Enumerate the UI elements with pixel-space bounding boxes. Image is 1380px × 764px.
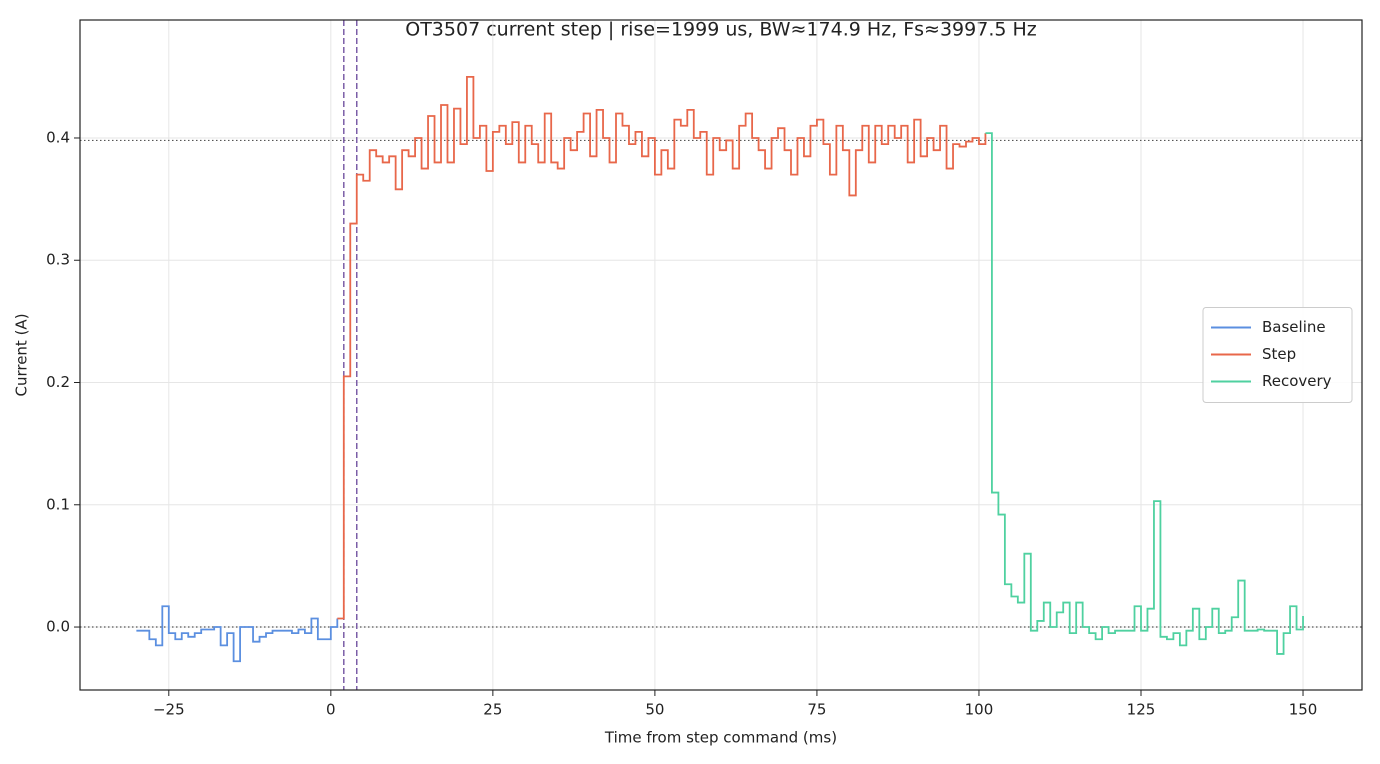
legend-label: Recovery	[1262, 372, 1332, 390]
legend-label: Step	[1262, 345, 1296, 363]
y-tick-label: 0.3	[46, 251, 70, 269]
chart-title: OT3507 current step | rise=1999 us, BW≈1…	[405, 19, 1037, 41]
x-tick-label: 50	[645, 701, 664, 719]
y-axis-label: Current (A)	[13, 313, 31, 396]
x-tick-label: 0	[326, 701, 336, 719]
x-tick-label: 25	[483, 701, 502, 719]
y-tick-label: 0.0	[46, 618, 70, 636]
x-tick-label: −25	[153, 701, 185, 719]
y-tick-label: 0.1	[46, 495, 70, 513]
legend-box	[1202, 307, 1353, 403]
data-line	[985, 132, 1304, 655]
legend-label: Baseline	[1262, 318, 1326, 336]
data-line	[136, 605, 339, 663]
x-tick-label: 125	[1127, 701, 1156, 719]
x-tick-label: 75	[807, 701, 826, 719]
x-tick-label: 150	[1289, 701, 1318, 719]
y-tick-label: 0.4	[46, 128, 70, 146]
data-line	[337, 75, 987, 620]
x-tick-label: 100	[965, 701, 994, 719]
y-tick-label: 0.2	[46, 373, 70, 391]
plot-frame	[79, 19, 1363, 691]
legend: Baseline Step Recovery	[1202, 307, 1353, 403]
x-axis-label: Time from step command (ms)	[604, 729, 837, 747]
